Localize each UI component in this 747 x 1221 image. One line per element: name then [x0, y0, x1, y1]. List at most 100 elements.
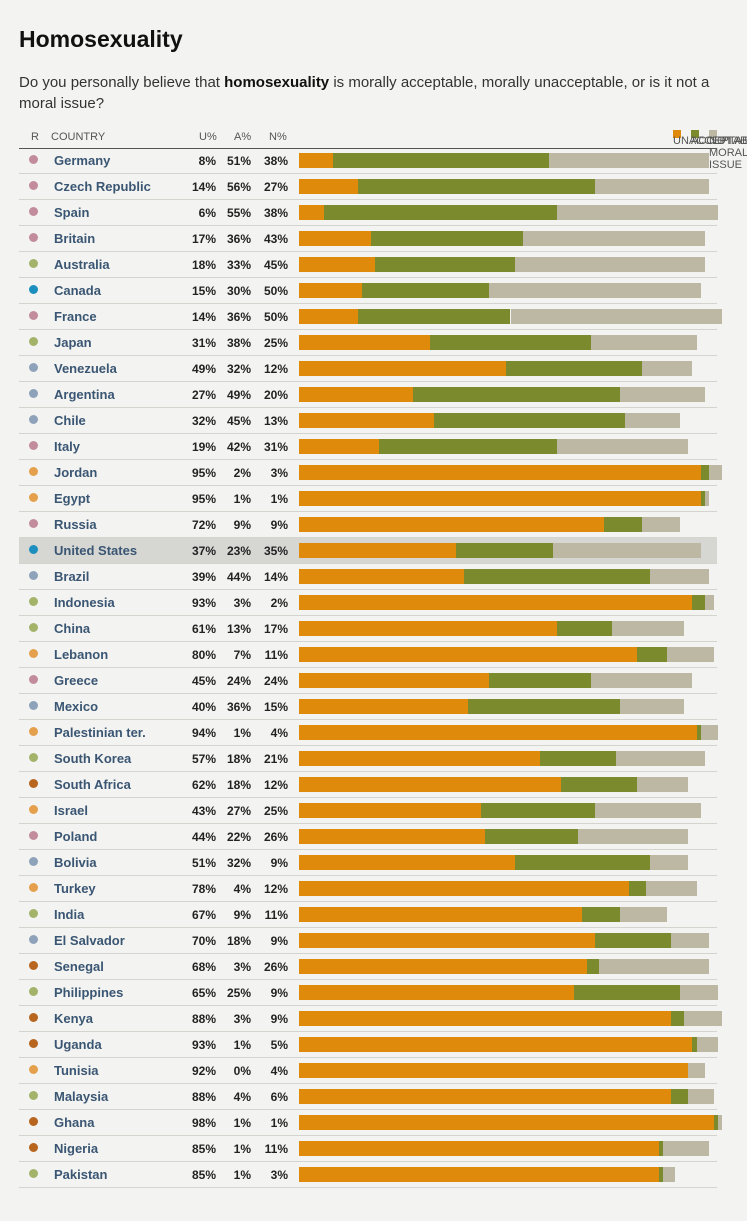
region-dot-icon	[29, 233, 38, 242]
value-unacceptable: 15%	[191, 284, 216, 298]
header-region: R	[31, 131, 39, 143]
region-dot-icon	[29, 727, 38, 736]
value-acceptable: 22%	[226, 830, 251, 844]
bar-segment-acceptable	[582, 907, 621, 922]
value-acceptable: 1%	[233, 1038, 251, 1052]
value-not-moral: 21%	[263, 752, 288, 766]
bar-segment-unacceptable	[299, 1011, 672, 1026]
value-acceptable: 9%	[233, 518, 251, 532]
bar-segment-acceptable	[573, 985, 680, 1000]
bar-segment-acceptable	[658, 1141, 663, 1156]
country-name: Kenya	[54, 1011, 94, 1026]
region-dot-icon	[29, 1091, 38, 1100]
value-acceptable: 4%	[233, 882, 251, 896]
value-unacceptable: 14%	[191, 180, 216, 194]
legend-swatch	[673, 130, 681, 138]
value-acceptable: 4%	[233, 1090, 251, 1104]
value-unacceptable: 37%	[191, 544, 216, 558]
value-not-moral: 50%	[263, 284, 288, 298]
country-name: Jordan	[54, 465, 98, 480]
bar-segment-not-moral	[620, 907, 667, 922]
value-acceptable: 27%	[226, 804, 251, 818]
country-name: Australia	[54, 257, 110, 272]
region-dot-icon	[29, 207, 38, 216]
country-name: Nigeria	[54, 1141, 99, 1156]
bar-segment-not-moral	[679, 985, 718, 1000]
bar-segment-acceptable	[561, 777, 638, 792]
bar-segment-acceptable	[434, 413, 625, 428]
bar-segment-acceptable	[628, 881, 646, 896]
value-unacceptable: 43%	[191, 804, 216, 818]
bar-segment-acceptable	[455, 543, 553, 558]
country-name: Japan	[54, 335, 92, 350]
value-unacceptable: 49%	[191, 362, 216, 376]
value-acceptable: 51%	[226, 154, 251, 168]
region-dot-icon	[29, 1013, 38, 1022]
bar-segment-not-moral	[514, 257, 706, 272]
country-name: El Salvador	[54, 933, 125, 948]
bar-segment-unacceptable	[299, 673, 490, 688]
bar-segment-not-moral	[688, 1063, 706, 1078]
value-unacceptable: 67%	[191, 908, 216, 922]
table-row: Chile 32% 45% 13%	[19, 408, 717, 434]
bar-segment-unacceptable	[299, 361, 507, 376]
value-unacceptable: 51%	[191, 856, 216, 870]
country-name: Spain	[54, 205, 90, 220]
value-unacceptable: 19%	[191, 440, 216, 454]
value-unacceptable: 94%	[191, 726, 216, 740]
table-row: Malaysia 88% 4% 6%	[19, 1084, 717, 1110]
value-unacceptable: 88%	[191, 1012, 216, 1026]
region-dot-icon	[29, 805, 38, 814]
legend-item-unacceptable: UNACCEPTABLE	[673, 130, 747, 147]
value-unacceptable: 93%	[191, 596, 216, 610]
value-unacceptable: 8%	[198, 154, 216, 168]
country-name: Argentina	[54, 387, 115, 402]
country-name: Tunisia	[54, 1063, 99, 1078]
value-not-moral: 3%	[270, 466, 288, 480]
value-acceptable: 44%	[226, 570, 251, 584]
value-not-moral: 13%	[263, 414, 288, 428]
bar-segment-unacceptable	[299, 855, 515, 870]
table-row: Australia 18% 33% 45%	[19, 252, 717, 278]
value-acceptable: 7%	[233, 648, 251, 662]
bar-segment-not-moral	[523, 231, 706, 246]
bar-segment-not-moral	[662, 1141, 710, 1156]
value-unacceptable: 17%	[191, 232, 216, 246]
bar-segment-acceptable	[586, 959, 600, 974]
value-not-moral: 4%	[270, 726, 288, 740]
value-unacceptable: 95%	[191, 492, 216, 506]
bar-segment-not-moral	[599, 959, 710, 974]
bar-segment-not-moral	[595, 803, 701, 818]
bar-segment-not-moral	[700, 725, 718, 740]
value-not-moral: 25%	[263, 336, 288, 350]
region-dot-icon	[29, 363, 38, 372]
value-not-moral: 38%	[263, 154, 288, 168]
country-name: Britain	[54, 231, 96, 246]
bar-segment-unacceptable	[299, 959, 587, 974]
value-not-moral: 4%	[270, 1064, 288, 1078]
region-dot-icon	[29, 1143, 38, 1152]
bar-segment-acceptable	[637, 647, 667, 662]
table-row: Greece 45% 24% 24%	[19, 668, 717, 694]
value-not-moral: 26%	[263, 960, 288, 974]
bar-segment-not-moral	[510, 309, 722, 324]
bar-segment-not-moral	[696, 1037, 718, 1052]
region-dot-icon	[29, 181, 38, 190]
bar-segment-not-moral	[616, 751, 706, 766]
bar-segment-acceptable	[324, 205, 558, 220]
value-acceptable: 1%	[233, 726, 251, 740]
bar-segment-unacceptable	[299, 179, 359, 194]
region-dot-icon	[29, 597, 38, 606]
country-name: Senegal	[54, 959, 104, 974]
value-acceptable: 3%	[233, 596, 251, 610]
bar-segment-not-moral	[620, 699, 684, 714]
value-not-moral: 11%	[264, 648, 288, 662]
bar-segment-unacceptable	[299, 1037, 693, 1052]
table-row: Egypt 95% 1% 1%	[19, 486, 717, 512]
bar-segment-acceptable	[485, 829, 579, 844]
region-dot-icon	[29, 623, 38, 632]
bar-segment-acceptable	[557, 621, 612, 636]
bar-segment-not-moral	[688, 1089, 714, 1104]
country-name: Italy	[54, 439, 81, 454]
bar-segment-unacceptable	[299, 933, 596, 948]
